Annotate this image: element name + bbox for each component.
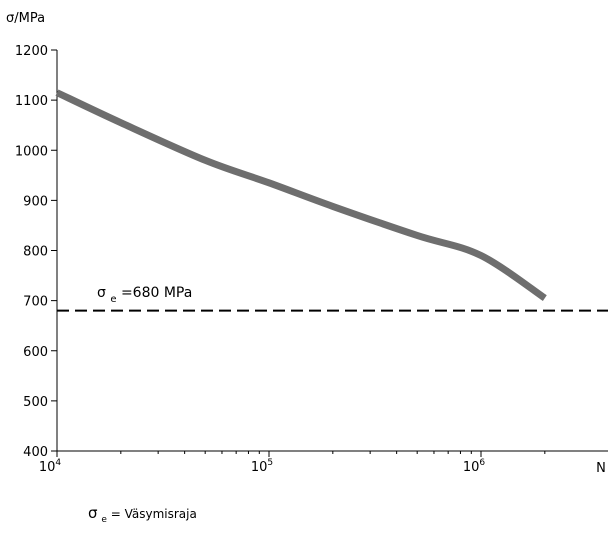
y-tick-label: 400 [23,445,48,460]
y-tick-label: 1000 [15,144,48,159]
y-tick-label: 700 [23,295,48,310]
y-tick-label: 600 [23,345,48,360]
ref-label-subscript: e [110,294,116,305]
ref-label-sigma: σ [97,285,106,301]
endurance-limit-label: σ e =680 MPa [97,285,192,306]
ref-label-value: =680 MPa [121,285,192,301]
y-tick-label: 900 [23,194,48,209]
x-tick-label: 106 [463,458,486,475]
tick-group: 400 500 600 700 800 900 1000 1100 1200 104 105 106 [15,44,546,475]
y-tick-label: 800 [23,245,48,260]
footnote-text: = Väsymisraja [111,507,197,521]
footnote-sigma: σ [88,504,98,522]
footnote: σ e = Väsymisraja [88,504,197,525]
footnote-subscript: e [101,515,107,525]
x-axis-label: N [596,461,606,476]
x-tick-label: 105 [251,458,273,475]
y-axis-label: σ/MPa [6,11,45,26]
y-tick-label: 1200 [15,44,48,59]
y-tick-label: 1100 [15,94,48,109]
y-tick-label: 500 [23,395,48,410]
sn-curve [55,89,547,302]
x-tick-label: 104 [39,458,62,475]
